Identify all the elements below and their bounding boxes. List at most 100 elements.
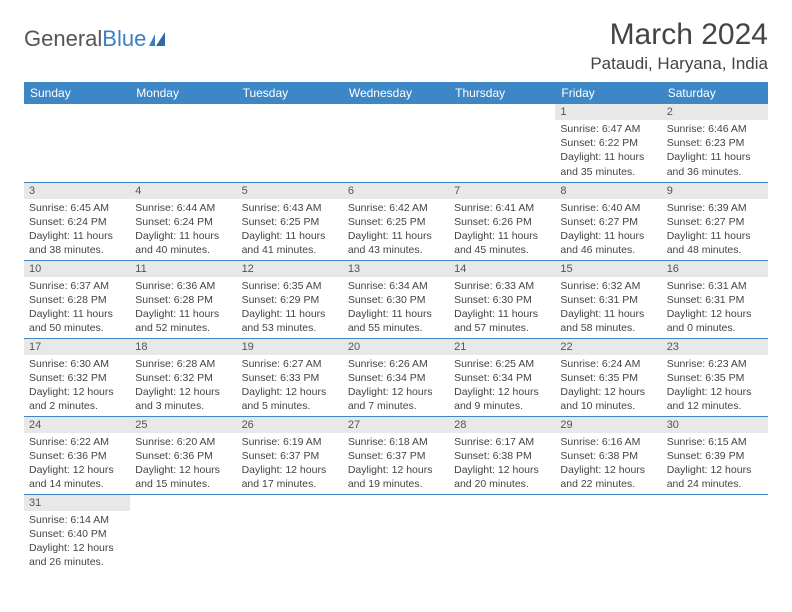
info-line: Sunrise: 6:17 AM bbox=[454, 435, 550, 449]
day-header: Sunday bbox=[24, 82, 130, 104]
info-line: Daylight: 12 hours bbox=[242, 463, 338, 477]
info-line: and 50 minutes. bbox=[29, 321, 125, 335]
calendar-cell: 23Sunrise: 6:23 AMSunset: 6:35 PMDayligh… bbox=[662, 338, 768, 416]
info-line: and 17 minutes. bbox=[242, 477, 338, 491]
info-line: Daylight: 12 hours bbox=[29, 541, 125, 555]
day-info: Sunrise: 6:36 AMSunset: 6:28 PMDaylight:… bbox=[130, 277, 236, 338]
info-line: Sunset: 6:32 PM bbox=[135, 371, 231, 385]
info-line: Sunrise: 6:30 AM bbox=[29, 357, 125, 371]
info-line: Sunrise: 6:27 AM bbox=[242, 357, 338, 371]
day-number: 6 bbox=[343, 183, 449, 199]
day-number: 12 bbox=[237, 261, 343, 277]
calendar-cell bbox=[24, 104, 130, 182]
info-line: and 53 minutes. bbox=[242, 321, 338, 335]
day-number: 11 bbox=[130, 261, 236, 277]
info-line: Daylight: 12 hours bbox=[560, 385, 656, 399]
calendar-cell: 15Sunrise: 6:32 AMSunset: 6:31 PMDayligh… bbox=[555, 260, 661, 338]
info-line: Sunset: 6:25 PM bbox=[348, 215, 444, 229]
info-line: Sunset: 6:24 PM bbox=[135, 215, 231, 229]
day-number: 19 bbox=[237, 339, 343, 355]
info-line: Daylight: 12 hours bbox=[348, 463, 444, 477]
calendar-cell bbox=[237, 104, 343, 182]
flag-icon bbox=[149, 26, 171, 52]
info-line: and 7 minutes. bbox=[348, 399, 444, 413]
day-info: Sunrise: 6:41 AMSunset: 6:26 PMDaylight:… bbox=[449, 199, 555, 260]
calendar-cell: 19Sunrise: 6:27 AMSunset: 6:33 PMDayligh… bbox=[237, 338, 343, 416]
info-line: Sunrise: 6:45 AM bbox=[29, 201, 125, 215]
info-line: and 20 minutes. bbox=[454, 477, 550, 491]
day-info: Sunrise: 6:14 AMSunset: 6:40 PMDaylight:… bbox=[24, 511, 130, 572]
day-number: 8 bbox=[555, 183, 661, 199]
info-line: Sunrise: 6:42 AM bbox=[348, 201, 444, 215]
logo: GeneralBlue bbox=[24, 18, 171, 54]
day-number: 14 bbox=[449, 261, 555, 277]
day-info: Sunrise: 6:37 AMSunset: 6:28 PMDaylight:… bbox=[24, 277, 130, 338]
info-line: Sunset: 6:38 PM bbox=[560, 449, 656, 463]
info-line: Sunset: 6:32 PM bbox=[29, 371, 125, 385]
info-line: Sunrise: 6:33 AM bbox=[454, 279, 550, 293]
info-line: Sunset: 6:34 PM bbox=[348, 371, 444, 385]
info-line: Sunset: 6:23 PM bbox=[667, 136, 763, 150]
calendar-table: Sunday Monday Tuesday Wednesday Thursday… bbox=[24, 82, 768, 572]
day-info: Sunrise: 6:19 AMSunset: 6:37 PMDaylight:… bbox=[237, 433, 343, 494]
info-line: and 0 minutes. bbox=[667, 321, 763, 335]
info-line: Sunrise: 6:15 AM bbox=[667, 435, 763, 449]
calendar-cell: 16Sunrise: 6:31 AMSunset: 6:31 PMDayligh… bbox=[662, 260, 768, 338]
day-info: Sunrise: 6:47 AMSunset: 6:22 PMDaylight:… bbox=[555, 120, 661, 181]
info-line: Sunrise: 6:28 AM bbox=[135, 357, 231, 371]
info-line: and 57 minutes. bbox=[454, 321, 550, 335]
calendar-cell: 27Sunrise: 6:18 AMSunset: 6:37 PMDayligh… bbox=[343, 416, 449, 494]
info-line: and 35 minutes. bbox=[560, 165, 656, 179]
info-line: Sunrise: 6:40 AM bbox=[560, 201, 656, 215]
info-line: Sunset: 6:39 PM bbox=[667, 449, 763, 463]
day-info: Sunrise: 6:31 AMSunset: 6:31 PMDaylight:… bbox=[662, 277, 768, 338]
calendar-row: 1Sunrise: 6:47 AMSunset: 6:22 PMDaylight… bbox=[24, 104, 768, 182]
day-number: 3 bbox=[24, 183, 130, 199]
info-line: Daylight: 12 hours bbox=[135, 385, 231, 399]
location: Pataudi, Haryana, India bbox=[590, 54, 768, 74]
day-header: Friday bbox=[555, 82, 661, 104]
info-line: Sunrise: 6:37 AM bbox=[29, 279, 125, 293]
calendar-cell bbox=[130, 104, 236, 182]
info-line: Sunrise: 6:32 AM bbox=[560, 279, 656, 293]
calendar-cell: 21Sunrise: 6:25 AMSunset: 6:34 PMDayligh… bbox=[449, 338, 555, 416]
info-line: Daylight: 11 hours bbox=[135, 307, 231, 321]
day-info: Sunrise: 6:30 AMSunset: 6:32 PMDaylight:… bbox=[24, 355, 130, 416]
day-number: 2 bbox=[662, 104, 768, 120]
info-line: Sunset: 6:27 PM bbox=[560, 215, 656, 229]
info-line: Daylight: 11 hours bbox=[454, 307, 550, 321]
info-line: and 12 minutes. bbox=[667, 399, 763, 413]
day-info: Sunrise: 6:44 AMSunset: 6:24 PMDaylight:… bbox=[130, 199, 236, 260]
calendar-cell: 3Sunrise: 6:45 AMSunset: 6:24 PMDaylight… bbox=[24, 182, 130, 260]
info-line: Sunrise: 6:47 AM bbox=[560, 122, 656, 136]
info-line: Sunrise: 6:23 AM bbox=[667, 357, 763, 371]
calendar-cell: 20Sunrise: 6:26 AMSunset: 6:34 PMDayligh… bbox=[343, 338, 449, 416]
info-line: and 58 minutes. bbox=[560, 321, 656, 335]
info-line: and 24 minutes. bbox=[667, 477, 763, 491]
info-line: Daylight: 11 hours bbox=[348, 229, 444, 243]
info-line: Daylight: 12 hours bbox=[667, 385, 763, 399]
calendar-cell: 26Sunrise: 6:19 AMSunset: 6:37 PMDayligh… bbox=[237, 416, 343, 494]
calendar-cell bbox=[449, 494, 555, 572]
info-line: and 15 minutes. bbox=[135, 477, 231, 491]
calendar-cell: 18Sunrise: 6:28 AMSunset: 6:32 PMDayligh… bbox=[130, 338, 236, 416]
calendar-cell bbox=[343, 494, 449, 572]
info-line: Sunrise: 6:20 AM bbox=[135, 435, 231, 449]
calendar-cell: 5Sunrise: 6:43 AMSunset: 6:25 PMDaylight… bbox=[237, 182, 343, 260]
day-number: 9 bbox=[662, 183, 768, 199]
calendar-cell: 8Sunrise: 6:40 AMSunset: 6:27 PMDaylight… bbox=[555, 182, 661, 260]
info-line: Daylight: 12 hours bbox=[348, 385, 444, 399]
info-line: Sunrise: 6:35 AM bbox=[242, 279, 338, 293]
calendar-cell: 13Sunrise: 6:34 AMSunset: 6:30 PMDayligh… bbox=[343, 260, 449, 338]
info-line: Daylight: 11 hours bbox=[560, 150, 656, 164]
day-header: Saturday bbox=[662, 82, 768, 104]
info-line: Daylight: 11 hours bbox=[667, 150, 763, 164]
info-line: Sunrise: 6:31 AM bbox=[667, 279, 763, 293]
info-line: Sunrise: 6:19 AM bbox=[242, 435, 338, 449]
day-info: Sunrise: 6:43 AMSunset: 6:25 PMDaylight:… bbox=[237, 199, 343, 260]
info-line: Sunrise: 6:16 AM bbox=[560, 435, 656, 449]
calendar-cell: 24Sunrise: 6:22 AMSunset: 6:36 PMDayligh… bbox=[24, 416, 130, 494]
info-line: Sunrise: 6:14 AM bbox=[29, 513, 125, 527]
day-info: Sunrise: 6:15 AMSunset: 6:39 PMDaylight:… bbox=[662, 433, 768, 494]
info-line: Sunset: 6:29 PM bbox=[242, 293, 338, 307]
